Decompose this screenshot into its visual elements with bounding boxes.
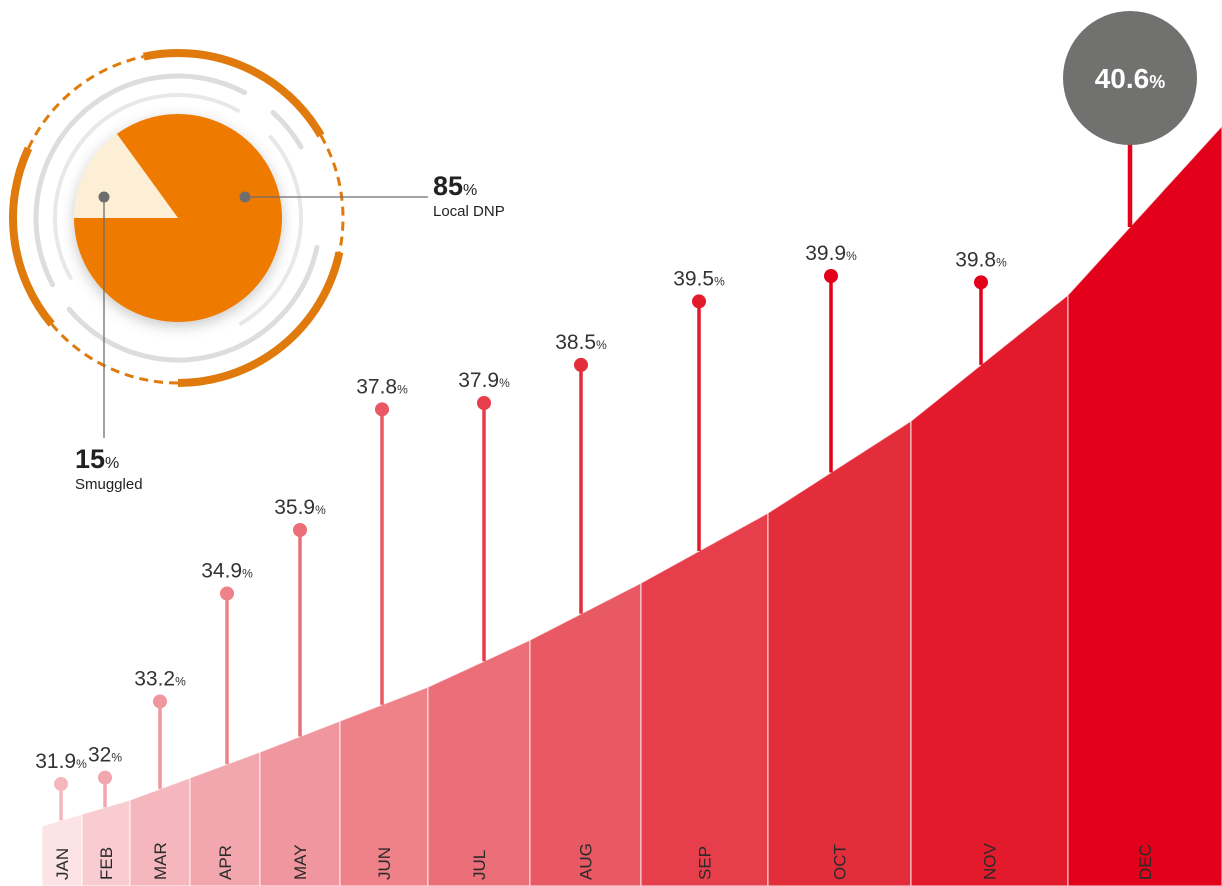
lollipop-dot-aug (574, 357, 588, 372)
monthly-area-chart: JAN FEB MAR APR MAY JUN JUL AUG SEP OCT NOV DEC 31.9… (35, 11, 1222, 886)
lollipop-dot-mar (153, 694, 167, 709)
area-band-jul (427, 639, 531, 886)
local-dnp-label: 85% Local DNP (433, 171, 505, 220)
lollipop-dot-nov (974, 275, 988, 290)
smuggled-value: 15 (75, 444, 106, 474)
area-band-sep (640, 511, 769, 886)
value-label-dec: 40.6% (1095, 63, 1166, 94)
inner-track-arc (53, 93, 241, 281)
area-band-mar (129, 776, 191, 886)
lollipop-dot-jun (375, 402, 389, 417)
month-label-jan: JAN (53, 848, 72, 880)
area-band-nov (910, 293, 1069, 886)
lollipop-dot-feb (98, 770, 112, 785)
month-label-may: MAY (291, 844, 310, 880)
lollipop-dot-oct (824, 269, 838, 283)
value-label-oct: 39.9% (805, 242, 857, 265)
smuggled-dot (98, 191, 110, 203)
value-label-aug: 38.5% (555, 331, 607, 354)
value-label-apr: 34.9% (201, 560, 253, 583)
area-band-may (259, 720, 341, 886)
month-label-jul: JUL (470, 850, 489, 880)
pie-chart (9, 49, 428, 438)
area-band-aug (529, 582, 642, 886)
value-label-feb: 32% (88, 744, 122, 767)
lollipop-dot-sep (692, 294, 706, 309)
pie-slices (74, 113, 282, 322)
month-label-mar: MAR (151, 842, 170, 880)
local-dnp-value: 85 (433, 171, 464, 201)
area-band-jan (41, 813, 83, 886)
value-label-jul: 37.9% (458, 369, 510, 392)
lollipop-dot-apr (220, 586, 234, 601)
lollipop-dot-may (293, 523, 307, 537)
outer-ring-dashed (27, 55, 145, 149)
smuggled-label: 15% Smuggled (75, 444, 143, 493)
month-label-dec: DEC (1136, 844, 1155, 880)
highlight-badge-dec (1063, 11, 1197, 145)
local-dnp-name: Local DNP (433, 203, 505, 220)
smuggled-unit: % (105, 455, 120, 472)
month-label-sep: SEP (696, 846, 715, 880)
value-label-sep: 39.5% (673, 267, 725, 290)
month-label-feb: FEB (97, 847, 116, 880)
area-band-feb (81, 799, 131, 886)
month-label-apr: APR (216, 845, 235, 880)
outer-ring-dashed (319, 134, 345, 253)
outer-ring-dashed (50, 323, 179, 385)
lollipop-dot-jan (54, 777, 68, 791)
local-dnp-dot (239, 191, 251, 203)
track-ring-arc (33, 73, 248, 288)
value-label-may: 35.9% (274, 496, 326, 519)
month-label-aug: AUG (577, 843, 596, 880)
local-dnp-unit: % (463, 182, 478, 199)
value-label-mar: 33.2% (134, 667, 186, 690)
area-band-jun (339, 686, 429, 886)
outer-ring-arc (142, 49, 325, 138)
outer-ring-arc (9, 146, 55, 327)
inner-track-arc (238, 134, 303, 327)
value-label-jun: 37.8% (356, 375, 408, 398)
area-band-oct (767, 419, 912, 886)
lollipop-dot-jul (477, 396, 491, 410)
month-label-oct: OCT (831, 844, 850, 880)
area-band-dec (1067, 125, 1222, 886)
track-ring-arc (270, 109, 304, 150)
value-label-nov: 39.8% (955, 248, 1007, 271)
month-label-jun: JUN (375, 847, 394, 880)
value-label-jan: 31.9% (35, 750, 87, 773)
outer-ring-arc (177, 251, 344, 387)
smuggled-name: Smuggled (75, 476, 143, 493)
month-label-nov: NOV (981, 843, 1000, 881)
